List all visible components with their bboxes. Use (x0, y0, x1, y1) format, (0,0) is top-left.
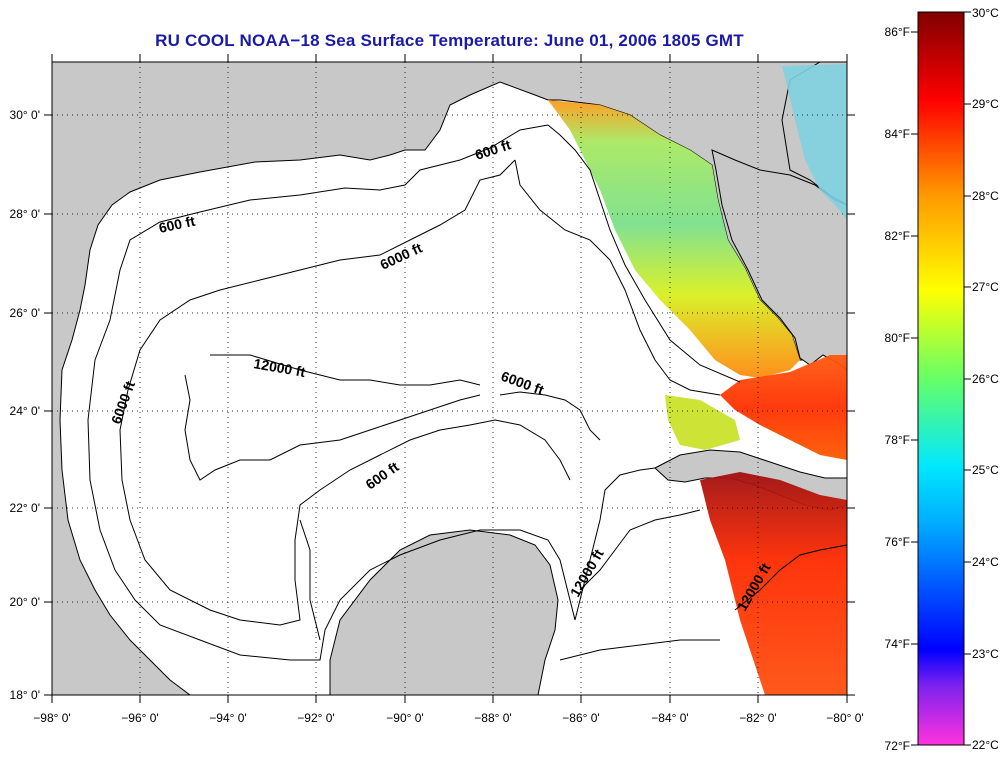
bathymetry-contours (87, 124, 847, 661)
sst-patch-straits (720, 355, 847, 460)
lon-label: −86° 0' (562, 711, 599, 725)
lon-label: −82° 0' (739, 711, 776, 725)
lon-label: −96° 0' (121, 711, 158, 725)
map-area: 600 ft 600 ft 600 ft 6000 ft 6000 ft 600… (52, 62, 847, 695)
celsius-label: 23°C (972, 647, 999, 661)
celsius-label: 22°C (972, 738, 999, 752)
florida-land (711, 149, 847, 371)
lon-label: −90° 0' (386, 711, 423, 725)
celsius-label: 28°C (972, 189, 999, 203)
map-frame (51, 61, 848, 696)
lon-label: −84° 0' (651, 711, 688, 725)
temperature-colorbar: 86°F 84°F 82°F 80°F 78°F 76°F 74°F 72°F … (885, 6, 1000, 753)
celsius-label: 25°C (972, 463, 999, 477)
fahrenheit-label: 82°F (885, 229, 910, 243)
fahrenheit-label: 74°F (885, 637, 910, 651)
lat-label: 22° 0' (10, 501, 40, 515)
celsius-label: 24°C (972, 555, 999, 569)
lat-label: 28° 0' (10, 207, 40, 221)
lon-label: −98° 0' (33, 711, 70, 725)
lon-label: −80° 0' (826, 711, 863, 725)
axis-ticks (44, 54, 855, 703)
longitude-labels: −98° 0' −96° 0' −94° 0' −92° 0' −90° 0' … (33, 711, 863, 725)
map-title: RU COOL NOAA−18 Sea Surface Temperature:… (155, 31, 744, 50)
celsius-label: 29°C (972, 97, 999, 111)
fahrenheit-label: 86°F (885, 25, 910, 39)
celsius-label: 26°C (972, 372, 999, 386)
fahrenheit-label: 78°F (885, 433, 910, 447)
fahrenheit-label: 80°F (885, 331, 910, 345)
sst-patch-caribbean (700, 472, 847, 695)
celsius-label: 30°C (972, 6, 999, 20)
fahrenheit-label: 84°F (885, 127, 910, 141)
lat-label: 26° 0' (10, 306, 40, 320)
lon-label: −94° 0' (209, 711, 246, 725)
latitude-labels: 18° 0' 20° 0' 22° 0' 24° 0' 26° 0' 28° 0… (10, 108, 40, 702)
yucatan-land (329, 529, 559, 695)
contour-label-600ft-west: 600 ft (157, 213, 196, 236)
fahrenheit-label: 76°F (885, 535, 910, 549)
fahrenheit-label: 72°F (885, 739, 910, 753)
lat-label: 24° 0' (10, 404, 40, 418)
sst-patch-florida-atlantic (782, 64, 847, 220)
lat-label: 18° 0' (10, 688, 40, 702)
lon-label: −92° 0' (297, 711, 334, 725)
lat-label: 20° 0' (10, 595, 40, 609)
celsius-label: 27°C (972, 280, 999, 294)
colorbar-gradient (917, 11, 965, 746)
lat-label: 30° 0' (10, 108, 40, 122)
sst-patch-florida-shelf (548, 100, 800, 378)
graticule (52, 62, 847, 695)
lon-label: −88° 0' (474, 711, 511, 725)
